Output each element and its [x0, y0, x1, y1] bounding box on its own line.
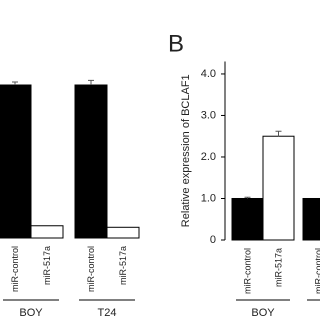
y-tick-label: 4.0 — [201, 68, 216, 80]
bar — [302, 197, 320, 241]
y-tick-label: 1.0 — [201, 192, 216, 204]
bar — [0, 84, 32, 239]
x-tick-label: miR-517a — [274, 248, 284, 287]
bar — [74, 84, 108, 239]
group-label: T24 — [98, 307, 117, 319]
error-bar — [275, 130, 282, 137]
bar — [262, 135, 295, 241]
x-tick-label: miR-517a — [42, 246, 52, 285]
bar — [106, 226, 140, 239]
bar — [30, 225, 64, 239]
y-axis-label: Relative expression of BCLAF1 — [180, 74, 192, 227]
bar — [231, 197, 264, 241]
x-tick-label: miR-control — [86, 246, 96, 292]
panel-label: B — [168, 30, 184, 57]
error-bar — [12, 81, 18, 85]
error-bar — [244, 196, 251, 199]
group-label: BOY — [19, 307, 43, 319]
error-bar — [88, 79, 94, 85]
y-tick-label: 2.0 — [201, 151, 216, 163]
y-tick-label: 0 — [210, 234, 216, 246]
x-tick-label: miR-control — [314, 248, 320, 294]
x-tick-label: miR-517a — [118, 246, 128, 285]
x-tick-label: miR-control — [243, 248, 253, 294]
x-tick-label: miR-control — [10, 246, 20, 292]
group-label: BOY — [251, 307, 275, 319]
y-tick-label: 3.0 — [201, 109, 216, 121]
